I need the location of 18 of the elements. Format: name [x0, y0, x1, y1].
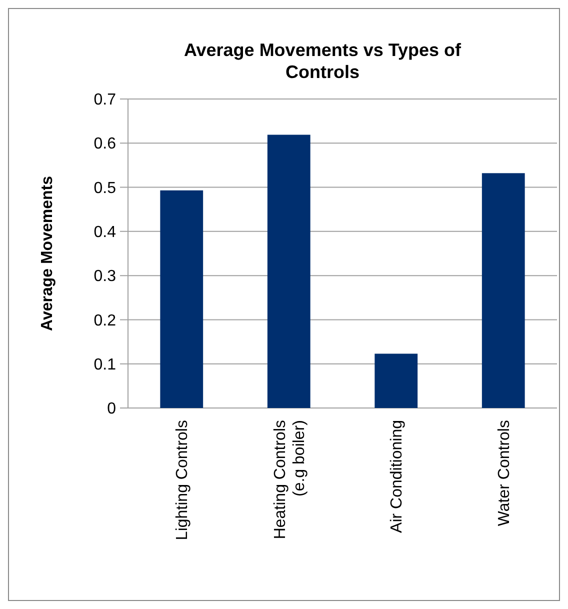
bar: [160, 190, 204, 408]
bar: [267, 134, 310, 408]
y-tick-label: 0.1: [94, 356, 116, 374]
bar: [374, 354, 418, 408]
y-axis-title: Average Movements: [39, 176, 56, 332]
bar: [482, 173, 525, 408]
y-tick-label: 0.6: [94, 136, 116, 153]
x-tick-label: Air Conditioning: [388, 420, 406, 533]
x-tick-label: Heating Controls (e.g boiler): [272, 420, 308, 540]
chart-title: Average Movements vs Types of Controls: [184, 40, 462, 82]
x-tick-label: Lighting Controls: [174, 420, 192, 540]
y-tick-label: 0.4: [94, 224, 116, 242]
y-tick-label: 0.3: [94, 268, 116, 286]
y-tick-label: 0.2: [94, 312, 116, 330]
y-tick-label: 0.7: [94, 92, 116, 109]
y-tick-label: 0.5: [94, 180, 116, 197]
x-tick-label: Water Controls: [496, 420, 513, 526]
y-tick-label: 0: [107, 400, 116, 418]
